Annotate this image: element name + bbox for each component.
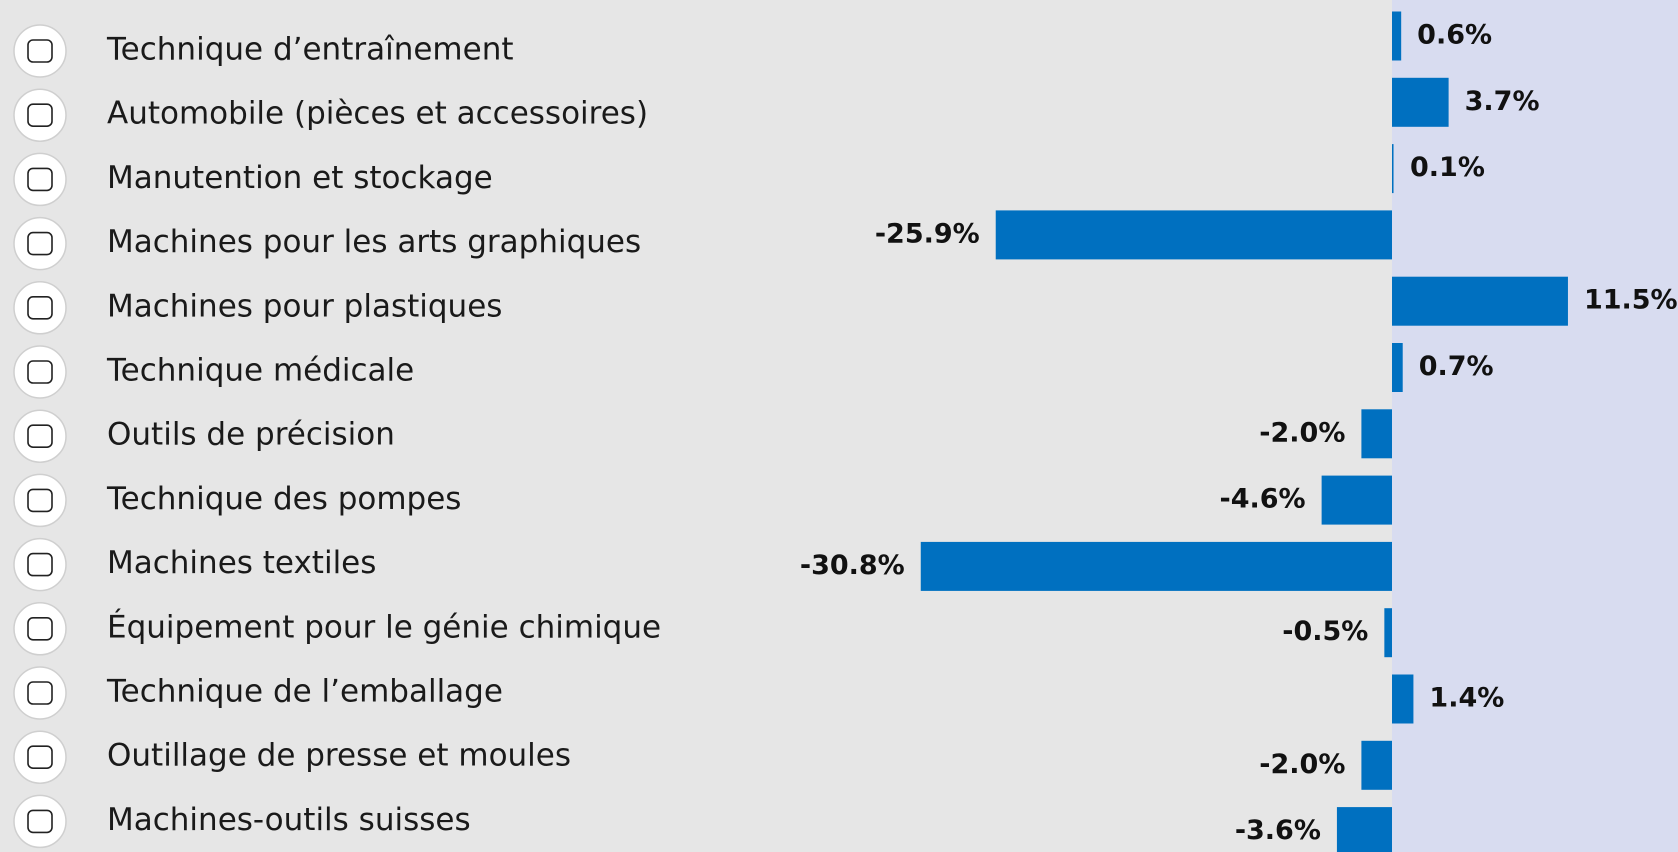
bar — [1361, 740, 1392, 790]
bar — [1361, 409, 1392, 459]
category-label: Technique d’entraînement — [106, 32, 514, 68]
category-label: Machines textiles — [107, 545, 376, 581]
icon-glyph — [27, 39, 53, 63]
category-label: Équipement pour le génie chimique — [107, 609, 661, 645]
icon — [13, 88, 67, 142]
category-label: Automobile (pièces et accessoires) — [107, 96, 648, 132]
value-label: 0.7% — [1419, 351, 1494, 382]
category-label: Machines-outils suisses — [107, 802, 471, 838]
bar — [1384, 608, 1392, 658]
bar — [1336, 807, 1392, 852]
value-label: -4.6% — [1220, 484, 1306, 515]
icon — [13, 345, 67, 399]
background-left — [0, 0, 1392, 852]
bar — [1392, 11, 1402, 61]
value-label: 1.4% — [1429, 683, 1504, 714]
bar — [995, 210, 1392, 260]
icon-glyph — [27, 295, 53, 320]
value-label: -2.0% — [1259, 749, 1345, 780]
value-label: 0.6% — [1417, 20, 1492, 51]
icon-glyph — [27, 745, 53, 770]
category-label: Machines pour les arts graphiques — [107, 224, 641, 260]
category-label: Technique médicale — [106, 353, 414, 389]
icon — [13, 152, 67, 207]
bar — [1392, 343, 1403, 392]
value-label: -30.8% — [800, 550, 905, 581]
value-label: 0.1% — [1410, 152, 1485, 183]
category-label: Manutention et stockage — [107, 160, 493, 196]
icon — [13, 602, 67, 656]
value-label: 3.7% — [1465, 86, 1540, 117]
icon-glyph — [27, 360, 53, 384]
value-label: -0.5% — [1282, 616, 1368, 647]
icon-glyph — [27, 809, 53, 834]
bar — [1392, 144, 1394, 194]
icon — [13, 216, 67, 271]
category-label: Outils de précision — [107, 417, 395, 453]
icon-glyph — [27, 103, 53, 127]
value-label: -25.9% — [875, 218, 980, 249]
icon — [13, 24, 67, 78]
icon-glyph — [27, 681, 53, 705]
icon-glyph — [27, 552, 53, 577]
icon — [13, 409, 67, 463]
value-label: 11.5% — [1584, 285, 1678, 316]
icon — [13, 730, 67, 784]
category-label: Machines pour plastiques — [107, 288, 502, 324]
icon-glyph — [27, 616, 53, 641]
bar — [1392, 77, 1449, 127]
bar — [1392, 276, 1568, 326]
icon-glyph — [27, 424, 53, 449]
background-right — [1392, 0, 1678, 852]
icon-glyph — [27, 231, 53, 256]
value-label: -2.0% — [1259, 417, 1345, 448]
icon — [13, 666, 67, 720]
icon — [13, 537, 67, 592]
icon — [13, 473, 67, 528]
category-label: Technique de l’emballage — [106, 674, 503, 710]
bar — [1321, 475, 1392, 525]
icon-glyph — [27, 488, 53, 513]
bar — [920, 541, 1392, 591]
bar — [1392, 674, 1414, 724]
category-label: Technique des pompes — [106, 481, 461, 517]
category-label: Outillage de presse et moules — [107, 738, 571, 774]
icon — [13, 794, 67, 849]
icon — [13, 281, 67, 335]
icon-glyph — [27, 167, 53, 192]
value-label: -3.6% — [1235, 815, 1321, 846]
